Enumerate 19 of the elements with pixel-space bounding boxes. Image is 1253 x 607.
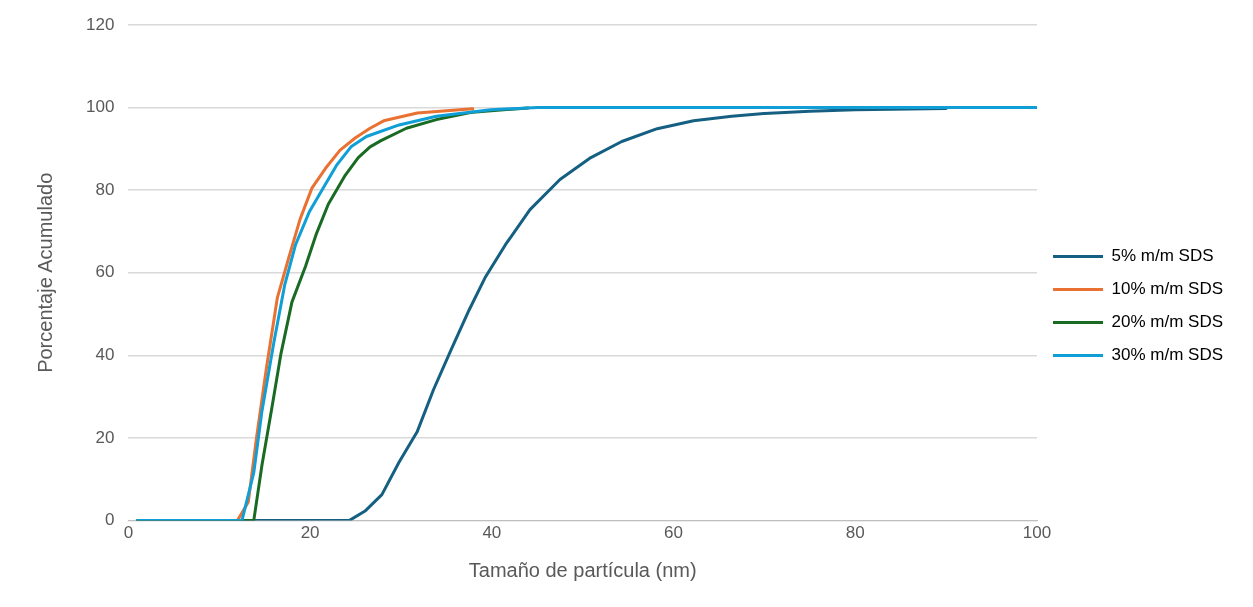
y-tick-label: 80: [95, 179, 115, 199]
x-axis-title: Tamaño de partícula (nm): [468, 558, 697, 581]
x-tick-label: 80: [845, 523, 865, 543]
y-tick-label: 100: [85, 97, 115, 117]
legend-label: 10% m/m SDS: [1111, 279, 1224, 299]
y-tick-label: 40: [95, 345, 115, 365]
y-axis-title: Porcentaje Acumulado: [33, 172, 56, 373]
x-tick-label: 0: [123, 523, 134, 543]
legend-label: 5% m/m SDS: [1111, 246, 1214, 266]
legend-label: 20% m/m SDS: [1111, 312, 1224, 332]
x-tick-label: 60: [664, 523, 684, 543]
x-tick-label: 100: [1022, 523, 1052, 543]
y-tick-label: 20: [95, 427, 115, 447]
x-tick-label: 40: [482, 523, 502, 543]
y-tick-label: 120: [85, 14, 115, 34]
y-tick-label: 0: [104, 510, 115, 530]
x-tick-label: 20: [300, 523, 320, 543]
legend-label: 30% m/m SDS: [1111, 345, 1224, 365]
y-tick-label: 60: [95, 262, 115, 282]
